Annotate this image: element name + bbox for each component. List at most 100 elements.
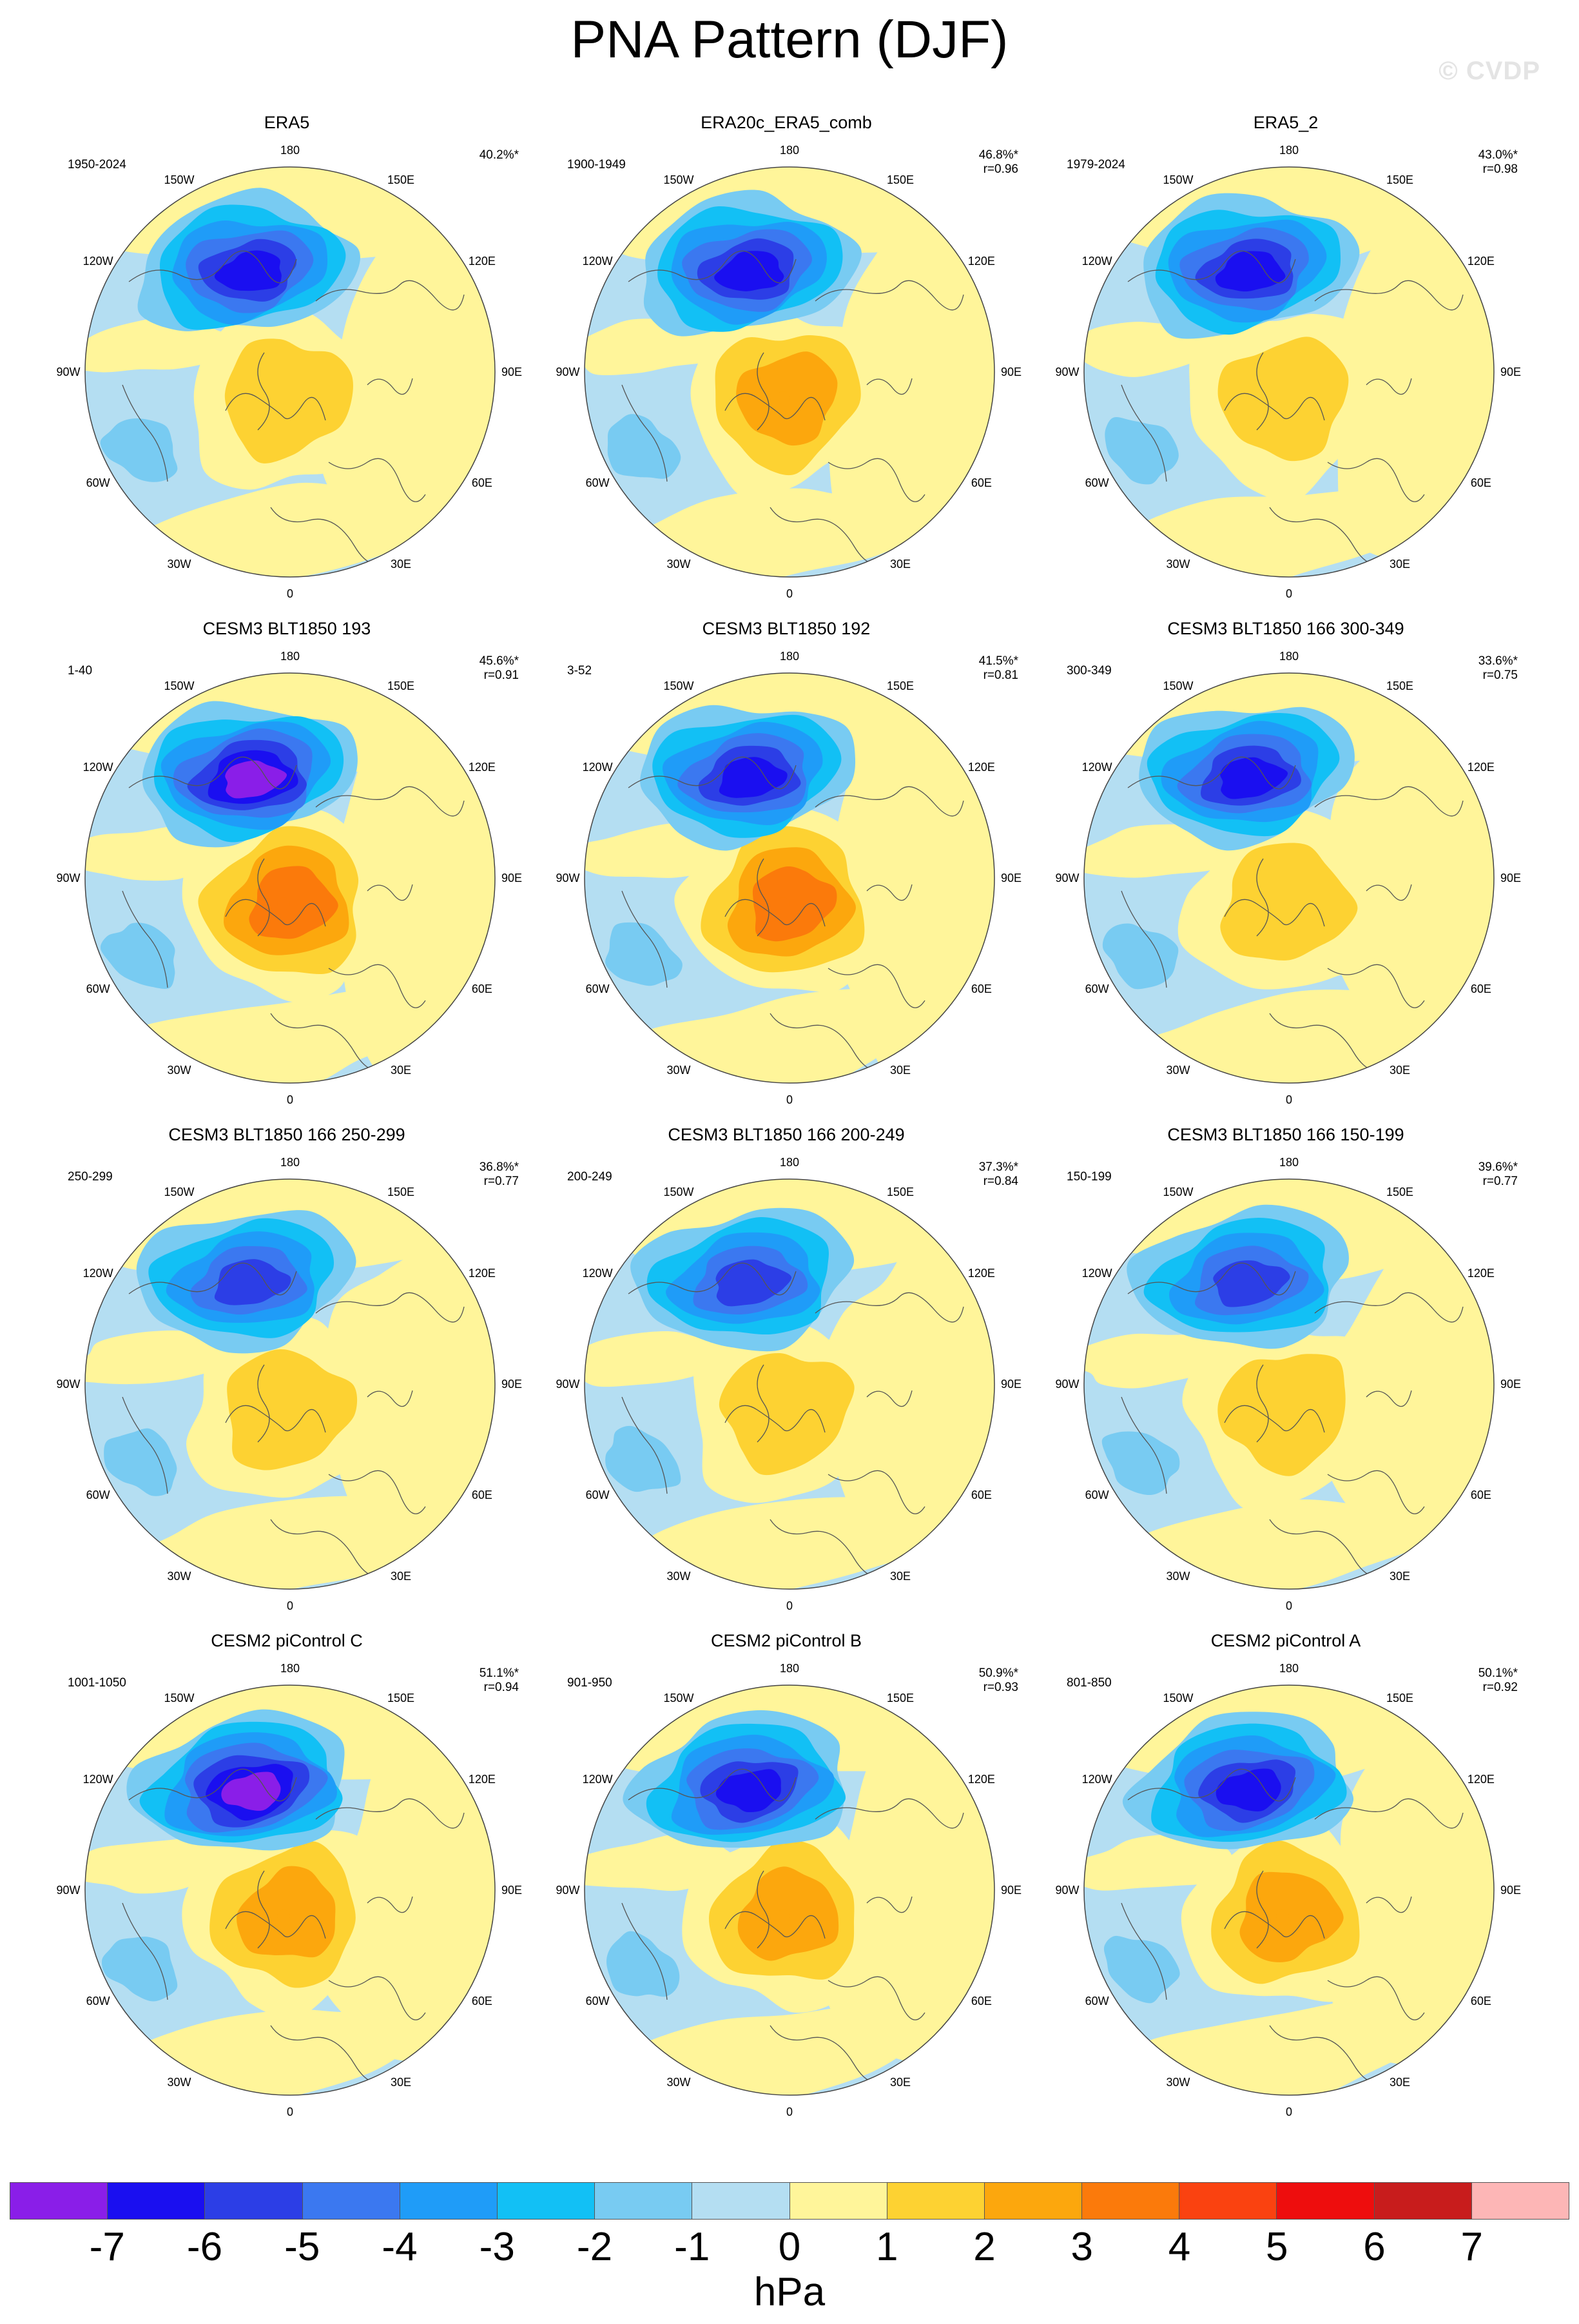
longitude-label: 30W [167,1570,191,1583]
longitude-label: 30E [1390,1570,1410,1583]
panel-stats: 50.9%* r=0.93 [941,1666,1018,1695]
longitude-label: 150E [887,1186,914,1198]
pattern-correlation: r=0.98 [1482,162,1518,176]
polar-map: 180 150E 120E 90E 60E 30E 0 30W 60W 90W 120W 150W [1055,1156,1521,1612]
longitude-label: 120W [1082,761,1112,774]
longitude-label: 90E [1500,1378,1521,1391]
panel-period: 1001-1050 [68,1676,126,1690]
longitude-label: 120W [1082,255,1112,268]
colorbar-swatch [1277,2183,1375,2219]
map-field [585,167,994,577]
longitude-label: 90E [1500,366,1521,378]
longitude-label: 120E [469,255,496,268]
longitude-label: 180 [1279,1662,1299,1675]
longitude-label: 150E [887,1692,914,1704]
pattern-correlation: r=0.77 [1482,1175,1518,1188]
map-panel: CESM3 BLT1850 166 250-299 250-299 36.8%* r=… [29,1125,545,1634]
map-field [85,673,495,1083]
coastlines [621,1262,964,1577]
panel-period: 1950-2024 [68,158,126,171]
explained-variance: 36.8%* [479,1160,519,1174]
panel-stats: 39.6%* r=0.77 [1440,1160,1518,1189]
longitude-label: 150E [1386,1186,1413,1198]
longitude-label: 30E [391,2076,411,2089]
longitude-label: 60W [586,982,610,995]
colorbar-swatch [790,2183,887,2219]
panel-title: ERA5_2 [1253,113,1319,132]
pattern-correlation: r=0.81 [983,669,1018,682]
longitude-label: 0 [786,1599,793,1612]
map-boundary [1083,1178,1495,1590]
longitude-label: 120W [1082,1773,1112,1786]
panel-stats: 33.6%* r=0.75 [1440,654,1518,683]
longitude-label: 150E [1386,1692,1413,1704]
longitude-label: 0 [287,587,293,600]
colorbar-swatch [400,2183,498,2219]
longitude-label: 60W [586,1489,610,1501]
longitude-label: 0 [786,587,793,600]
explained-variance: 39.6%* [1478,1160,1518,1174]
panel-title: CESM3 BLT1850 166 150-199 [1167,1125,1404,1144]
polar-map: 180 150E 120E 90E 60E 30E 0 30W 60W 90W 120W 150W [56,650,522,1106]
longitude-label: 30E [391,1570,411,1583]
polar-map: 180 150E 120E 90E 60E 30E 0 30W 60W 90W 120W 150W [1055,1662,1521,2118]
longitude-label: 60W [586,476,610,489]
panel-title: CESM3 BLT1850 166 250-299 [168,1125,405,1144]
polar-map: 180 150E 120E 90E 60E 30E 0 30W 60W 90W 120W 150W [56,1662,522,2118]
longitude-label: 150E [387,679,414,692]
map-panel: CESM2 piControl C 1001-1050 51.1%* r=0.94 18… [29,1631,545,2140]
longitude-label: 120W [583,255,613,268]
colorbar-tick-label: 6 [1363,2225,1386,2269]
longitude-label: 120W [83,761,113,774]
colorbar-swatch [108,2183,206,2219]
longitude-label: 150W [663,679,693,692]
longitude-label: 90E [1500,1884,1521,1897]
explained-variance: 41.5%* [978,654,1018,668]
colorbar [10,2182,1569,2220]
polar-map: 180 150E 120E 90E 60E 30E 0 30W 60W 90W 120W 150W [556,650,1022,1106]
longitude-label: 120E [968,255,995,268]
longitude-label: 60W [1085,476,1109,489]
explained-variance: 46.8%* [978,148,1018,162]
map-boundary [1083,166,1495,578]
explained-variance: 50.9%* [978,1666,1018,1680]
colorbar-tick-label: -3 [479,2225,515,2269]
pattern-correlation: r=0.93 [983,1681,1018,1694]
longitude-label: 60E [1471,1995,1491,2007]
longitude-label: 180 [780,144,799,157]
longitude-label: 180 [780,1662,799,1675]
longitude-label: 60E [971,1995,992,2007]
longitude-label: 150W [663,1692,693,1704]
panel-stats: 37.3%* r=0.84 [941,1160,1018,1189]
map-panel: ERA5_2 1979-2024 43.0%* r=0.98 180 150E 120E 90… [1028,113,1544,622]
longitude-label: 180 [780,1156,799,1169]
coastlines [122,250,465,565]
panel-title: CESM2 piControl B [710,1631,862,1650]
panel-period: 1979-2024 [1067,158,1125,171]
longitude-label: 30E [391,1064,411,1077]
map-field [1084,1179,1494,1589]
map-boundary [84,672,496,1084]
longitude-label: 60E [1471,982,1491,995]
longitude-label: 150W [663,173,693,186]
colorbar-swatch [205,2183,303,2219]
map-panel: ERA20c_ERA5_comb 1900-1949 46.8%* r=0.96 180… [528,113,1044,622]
pattern-correlation: r=0.96 [983,162,1018,176]
colorbar-tick-label: 3 [1070,2225,1093,2269]
longitude-label: 60W [1085,982,1109,995]
longitude-label: 90E [501,872,522,884]
colorbar-tick-label: 4 [1168,2225,1191,2269]
longitude-label: 150W [164,1692,194,1704]
longitude-label: 120E [469,1267,496,1280]
longitude-label: 120E [1468,1773,1495,1786]
longitude-label: 150W [1163,1186,1193,1198]
longitude-label: 30W [1166,1570,1190,1583]
longitude-label: 60E [1471,476,1491,489]
longitude-label: 90W [56,872,80,884]
map-field [1084,1685,1494,2095]
page-title: PNA Pattern (DJF) [570,10,1009,69]
coastlines [621,1768,964,2083]
longitude-label: 60E [1471,1489,1491,1501]
longitude-label: 90E [501,366,522,378]
longitude-label: 90E [501,1378,522,1391]
